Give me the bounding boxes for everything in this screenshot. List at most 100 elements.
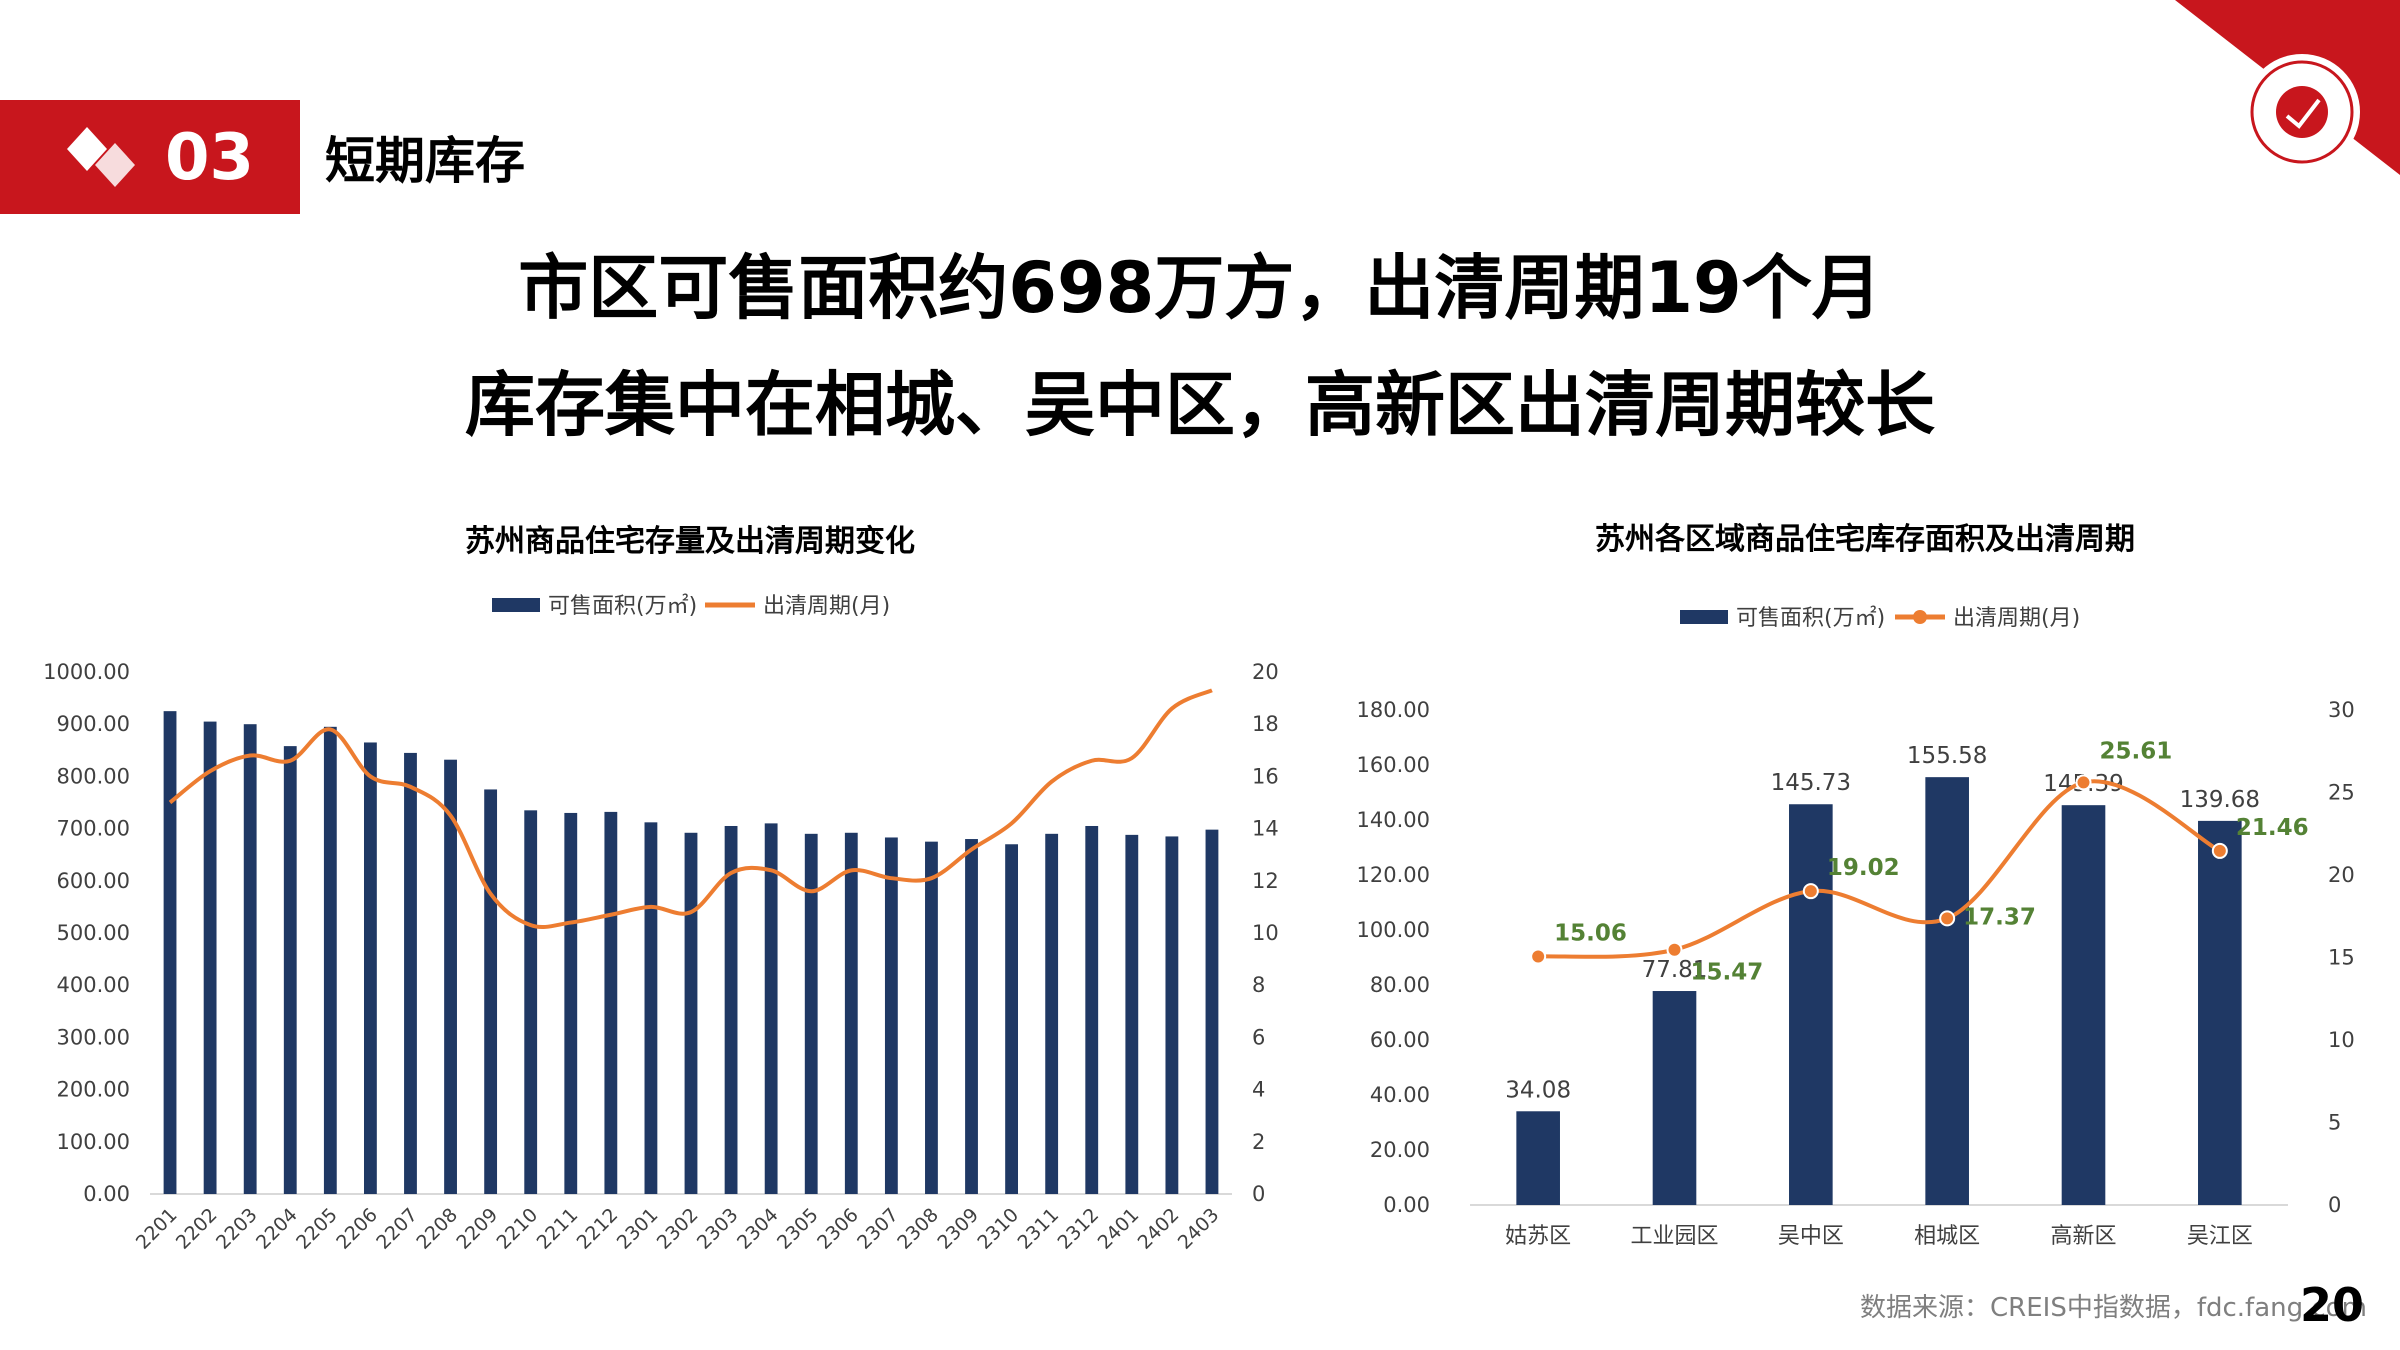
bar [363, 742, 377, 1194]
bar [283, 746, 297, 1194]
y-right-tick-label: 18 [1252, 712, 1279, 736]
x-tick-label: 2403 [1174, 1204, 1224, 1254]
cycle-point [1666, 941, 1683, 958]
bar [564, 812, 578, 1194]
y-right-tick-label: 8 [1252, 973, 1265, 997]
x-tick-label: 2210 [492, 1204, 542, 1254]
x-tick-label: 2203 [212, 1204, 262, 1254]
y-right-tick-label: 5 [2328, 1111, 2341, 1135]
cycle-value-label: 15.47 [1691, 960, 1764, 986]
y-left-tick-label: 160.00 [1357, 753, 1430, 777]
x-tick-label: 2303 [693, 1204, 743, 1254]
x-tick-label: 2306 [813, 1204, 863, 1254]
y-left-tick-label: 300.00 [57, 1025, 130, 1049]
y-left-tick-label: 180.00 [1357, 698, 1430, 722]
bar [884, 837, 898, 1194]
bar [1652, 991, 1697, 1205]
legend-bar-label: 可售面积(万㎡) [1736, 605, 1885, 631]
bar [804, 833, 818, 1194]
x-tick-label: 2307 [853, 1204, 903, 1254]
legend-line-label: 出清周期(月) [1953, 606, 2080, 631]
y-left-tick-label: 80.00 [1370, 973, 1430, 997]
cycle-point [2075, 774, 2092, 791]
y-left-tick-label: 0.00 [1383, 1193, 1430, 1217]
y-right-tick-label: 10 [1252, 921, 1279, 945]
x-tick-label: 2208 [412, 1204, 462, 1254]
bar [1205, 829, 1219, 1194]
x-tick-label: 2211 [533, 1204, 583, 1254]
legend-bar-label: 可售面积(万㎡) [548, 593, 697, 619]
cycle-point [1530, 948, 1547, 965]
diamond-icon [67, 127, 135, 187]
cycle-point [1802, 883, 1819, 900]
bar-value-label: 145.73 [1771, 770, 1851, 796]
y-right-tick-label: 6 [1252, 1025, 1265, 1049]
page-number: 20 [2300, 1278, 2365, 1332]
bar [203, 721, 217, 1194]
y-left-tick-label: 700.00 [57, 817, 130, 841]
y-left-tick-label: 140.00 [1357, 808, 1430, 832]
legend-bar-swatch [492, 598, 540, 612]
y-left-tick-label: 600.00 [57, 869, 130, 893]
section-title: 短期库存 [325, 132, 525, 190]
x-tick-label: 2206 [332, 1204, 382, 1254]
bar-value-label: 139.68 [2180, 787, 2260, 813]
legend-line-marker [1913, 610, 1927, 624]
bar [965, 839, 978, 1194]
x-tick-label: 吴中区 [1778, 1224, 1844, 1249]
bar [2061, 805, 2106, 1205]
cycle-value-label: 17.37 [1963, 904, 2036, 930]
legend-line-label: 出清周期(月) [763, 594, 890, 619]
bar [1165, 836, 1179, 1194]
y-right-tick-label: 14 [1252, 817, 1279, 841]
bar-value-label: 155.58 [1907, 743, 1987, 769]
bar-value-label: 34.08 [1505, 1077, 1571, 1103]
bar [323, 726, 337, 1194]
headline-line-1: 市区可售面积约698万方，出清周期19个月 [518, 247, 1882, 329]
bar [844, 832, 858, 1194]
cycle-line [168, 688, 1213, 930]
legend-bar-swatch [1680, 610, 1728, 624]
y-left-tick-label: 900.00 [57, 712, 130, 736]
y-right-tick-label: 25 [2328, 781, 2355, 805]
x-tick-label: 2212 [573, 1204, 623, 1254]
x-tick-label: 2401 [1094, 1204, 1144, 1254]
bar [404, 752, 417, 1194]
bar [1045, 833, 1059, 1194]
y-right-tick-label: 0 [1252, 1182, 1265, 1206]
y-left-tick-label: 200.00 [57, 1078, 130, 1102]
bar [684, 832, 698, 1194]
bar [1789, 804, 1833, 1205]
y-left-tick-label: 100.00 [1357, 918, 1430, 942]
y-right-tick-label: 20 [1252, 660, 1279, 684]
x-tick-label: 2304 [733, 1204, 783, 1254]
y-right-tick-label: 15 [2328, 946, 2355, 970]
x-tick-label: 姑苏区 [1505, 1224, 1571, 1249]
bar [484, 789, 498, 1194]
bar [724, 825, 738, 1194]
bar [1925, 777, 1969, 1205]
y-left-tick-label: 500.00 [57, 921, 130, 945]
x-tick-label: 2308 [893, 1204, 943, 1254]
x-tick-label: 相城区 [1914, 1224, 1980, 1249]
x-tick-label: 2201 [132, 1204, 182, 1254]
y-left-tick-label: 20.00 [1370, 1138, 1430, 1162]
x-tick-label: 2309 [933, 1204, 983, 1254]
cycle-point [1939, 910, 1956, 927]
x-tick-label: 2301 [613, 1204, 663, 1254]
bar [644, 822, 658, 1194]
x-tick-label: 吴江区 [2187, 1224, 2253, 1249]
y-left-tick-label: 40.00 [1370, 1083, 1430, 1107]
bar [163, 711, 177, 1194]
x-tick-label: 2312 [1054, 1204, 1104, 1254]
section-number: 03 [165, 121, 255, 195]
y-left-tick-label: 100.00 [57, 1130, 130, 1154]
left-chart: 可售面积(万㎡) 出清周期(月) 0.00 100.00 200.00 300.00 400… [43, 593, 1279, 1254]
source-note: 数据来源：CREIS中指数据，fdc.fang.com [1860, 1293, 2367, 1323]
bar [925, 841, 938, 1194]
x-tick-label: 2302 [653, 1204, 703, 1254]
y-left-tick-label: 800.00 [57, 764, 130, 788]
bar [1516, 1111, 1560, 1205]
y-right-tick-label: 12 [1252, 869, 1279, 893]
x-tick-label: 2311 [1013, 1204, 1063, 1254]
